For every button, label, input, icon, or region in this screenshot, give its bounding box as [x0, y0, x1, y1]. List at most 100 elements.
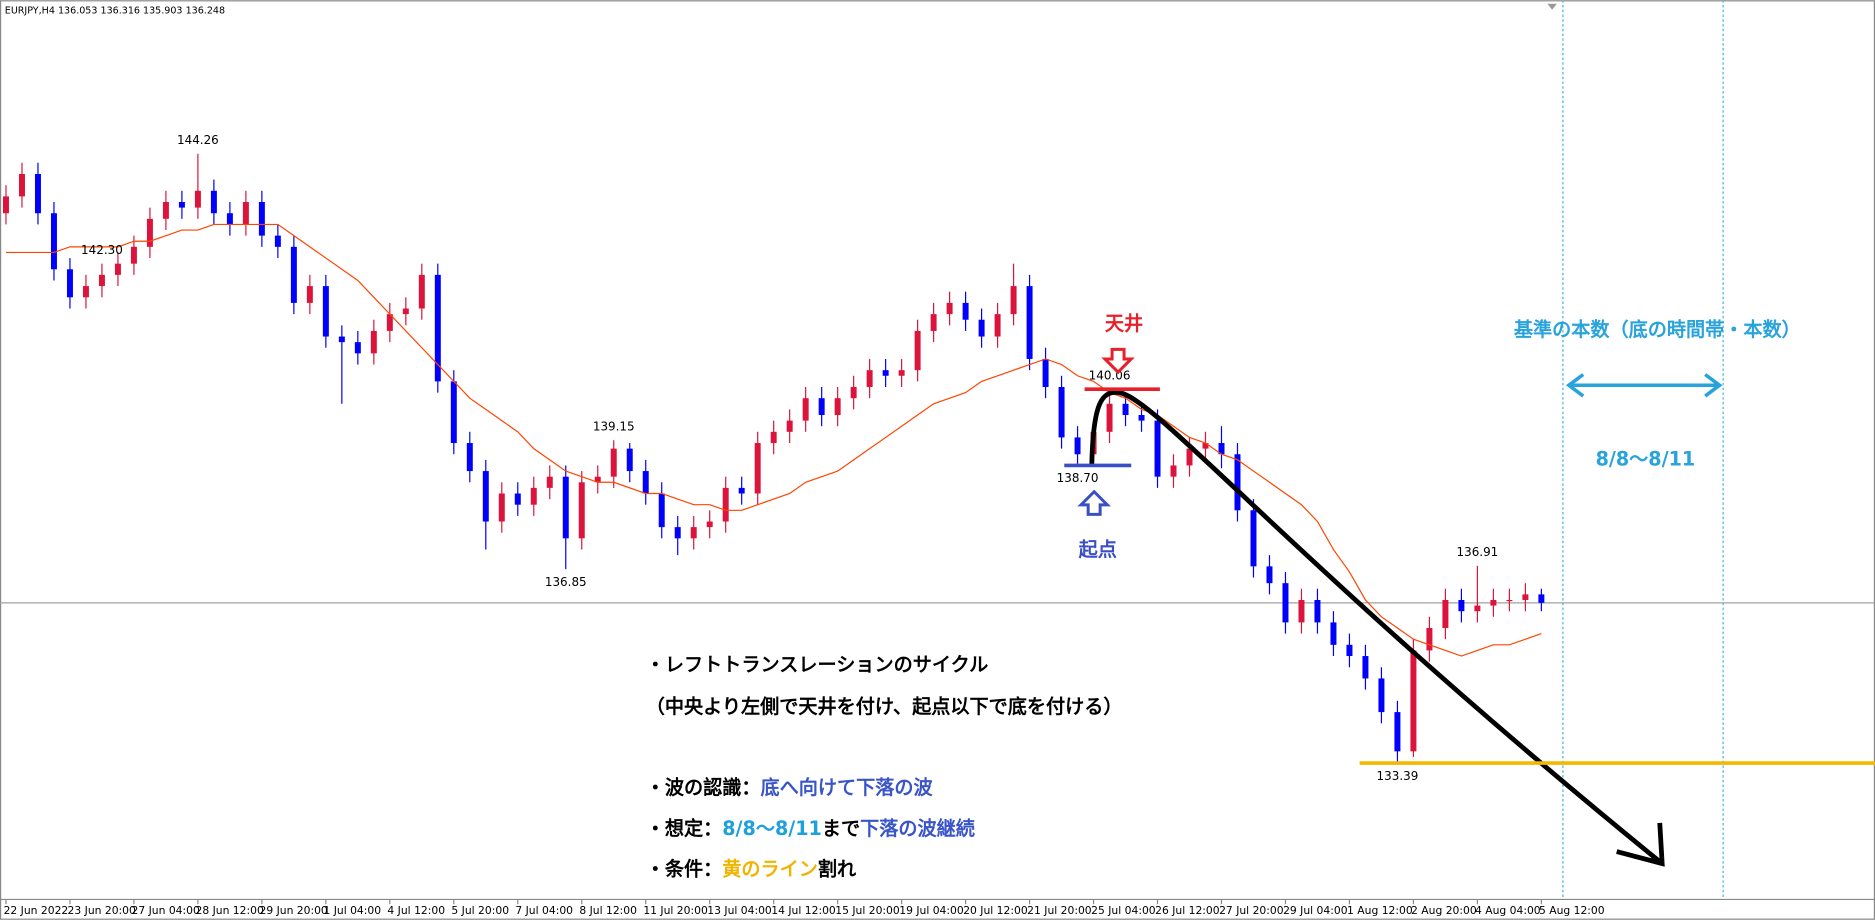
header: EURJPY,H4 136.053 136.316 135.903 136.24… — [5, 5, 225, 16]
candle-body — [690, 527, 697, 539]
price-label: 136.91 — [1457, 545, 1499, 559]
candle-body — [1042, 358, 1049, 387]
candle-body — [930, 314, 937, 331]
candle-body — [1378, 678, 1385, 713]
candle-body — [1106, 403, 1113, 432]
label: ・想定： — [646, 817, 723, 840]
candle-body — [1394, 712, 1401, 752]
note-condition: ・条件：黄のライン割れ — [646, 858, 856, 881]
candle-body — [802, 398, 809, 421]
note-cycle-detail: （中央より左側で天井を付け、起点以下で底を付ける） — [646, 695, 1123, 718]
candle-body — [1474, 605, 1481, 612]
candle-body — [370, 330, 377, 354]
candle-body — [1154, 420, 1161, 477]
candle-body — [66, 269, 73, 298]
candle-body — [226, 213, 233, 225]
value: 下落の波継続 — [860, 817, 975, 840]
open: 136.053 — [58, 5, 97, 16]
x-tick-label: 22 Jun 2022 — [4, 904, 69, 917]
range-title: 基準の本数（底の時間帯・本数） — [1514, 318, 1801, 341]
x-tick-label: 14 Jul 12:00 — [771, 904, 836, 917]
candle-body — [546, 476, 553, 488]
x-tick-label: 23 Jun 20:00 — [68, 904, 136, 917]
candle-body — [290, 246, 297, 303]
x-tick-label: 29 Jul 04:00 — [1283, 904, 1348, 917]
candle-body — [562, 476, 569, 539]
candle-body — [1266, 566, 1273, 584]
candle-body — [450, 381, 457, 444]
candle-body — [1202, 443, 1209, 449]
range-arrow-heads — [1565, 373, 1723, 398]
x-tick-label: 4 Jul 12:00 — [387, 904, 445, 917]
candle-body — [82, 286, 89, 298]
candle-body — [386, 314, 393, 331]
candle-body — [1426, 628, 1433, 651]
x-tick-label: 5 Aug 12:00 — [1539, 904, 1605, 917]
candle-body — [1298, 599, 1305, 623]
shift-marker — [1547, 3, 1557, 10]
price-label: 138.70 — [1057, 471, 1099, 485]
candle-body — [722, 487, 729, 522]
candle-body — [1522, 594, 1529, 600]
candle-body — [626, 448, 633, 472]
candle-body — [146, 218, 153, 247]
candle-body — [1410, 650, 1417, 752]
x-tick-label: 2 Aug 20:00 — [1411, 904, 1477, 917]
candle-body — [1026, 286, 1033, 359]
x-tick-label: 27 Jul 20:00 — [1219, 904, 1284, 917]
candle-body — [1186, 448, 1193, 466]
x-tick-label: 28 Jun 12:00 — [196, 904, 264, 917]
candle-body — [194, 190, 201, 208]
candle-body — [1442, 599, 1449, 629]
candle-body — [946, 302, 953, 315]
start-arrow — [1077, 489, 1111, 516]
forecast-arrow — [1089, 390, 1664, 866]
candle-body — [834, 398, 841, 416]
candle-body — [306, 286, 313, 303]
top-label: 天井 — [1105, 312, 1143, 335]
x-tick-label: 11 Jul 20:00 — [643, 904, 708, 917]
candle-body — [642, 471, 649, 494]
x-tick-label: 21 Jul 20:00 — [1027, 904, 1092, 917]
symbol: EURJPY,H4 — [5, 5, 55, 16]
candle-body — [754, 443, 761, 494]
candle-body — [610, 448, 617, 477]
candle-body — [114, 263, 121, 275]
arrow-head — [1616, 822, 1665, 867]
note-cycle: ・レフトトランスレーションのサイクル — [646, 653, 989, 676]
candle-body — [1058, 386, 1065, 438]
candle-body — [898, 370, 905, 376]
candle-body — [786, 420, 793, 432]
price-label: 140.06 — [1089, 369, 1131, 383]
candle-body — [1218, 443, 1225, 455]
candle-body — [994, 314, 1001, 337]
start-label: 起点 — [1078, 538, 1117, 561]
candle-body — [1490, 599, 1497, 606]
x-tick-label: 8 Jul 12:00 — [579, 904, 637, 917]
candle-body — [962, 302, 969, 320]
close: 136.248 — [186, 5, 225, 16]
candle-body — [1074, 437, 1081, 455]
candle-body — [34, 173, 41, 214]
candle-body — [1282, 583, 1289, 623]
candle-body — [1458, 599, 1465, 612]
candle-body — [594, 476, 601, 483]
x-tick-label: 27 Jun 04:00 — [132, 904, 200, 917]
candle-body — [882, 370, 889, 376]
candle-body — [258, 202, 265, 236]
x-tick-label: 25 Jul 04:00 — [1091, 904, 1156, 917]
candle-body — [1010, 286, 1017, 315]
candle-body — [98, 274, 105, 287]
candle-body — [210, 190, 217, 214]
x-tick-label: 1 Aug 12:00 — [1347, 904, 1413, 917]
candle-body — [1250, 510, 1257, 567]
x-tick-label: 13 Jul 04:00 — [707, 904, 772, 917]
candle-body — [1346, 644, 1353, 657]
candle-body — [738, 487, 745, 494]
candle-body — [1314, 599, 1321, 623]
candle-body — [706, 521, 713, 528]
candle-body — [162, 202, 169, 219]
candle-body — [514, 493, 521, 505]
